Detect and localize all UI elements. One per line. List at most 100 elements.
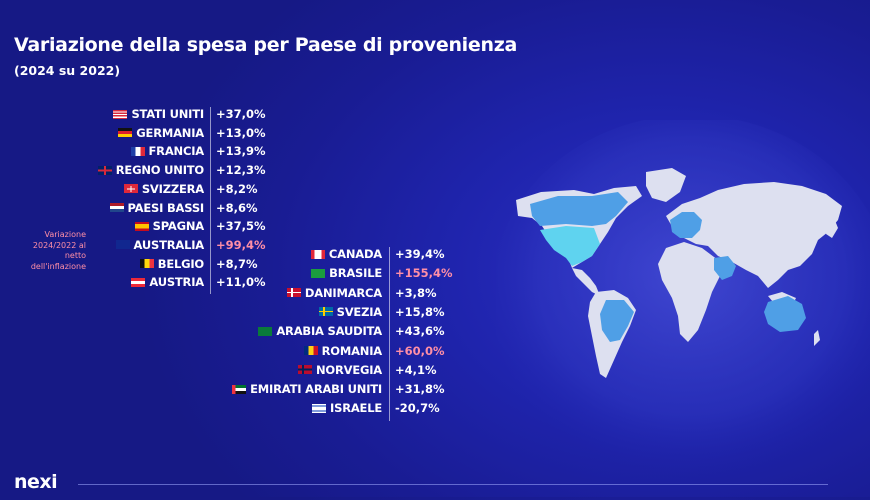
- map-eurasia: [666, 182, 842, 288]
- country-row: DANIMARCA +3,8%: [0, 284, 437, 303]
- flag-sa-icon: [258, 326, 273, 336]
- country-name: AUSTRALIA: [115, 237, 205, 252]
- country-row: BRASILE +155,4%: [0, 264, 453, 283]
- country-name: BELGIO: [139, 256, 204, 271]
- country-name: SVEZIA: [318, 304, 383, 319]
- country-name: NORVEGIA: [297, 363, 382, 377]
- country-value: +3,8%: [395, 285, 437, 300]
- country-name: GERMANIA: [118, 126, 204, 140]
- country-value: +13,9%: [216, 144, 266, 159]
- flag-br-icon: [311, 268, 326, 278]
- country-value: +99,4%: [216, 237, 266, 252]
- flag-ae-icon: [232, 384, 247, 394]
- country-row: EMIRATI ARABI UNITI +31,8%: [0, 380, 445, 399]
- column-separator: [210, 107, 211, 294]
- country-name: PAESI BASSI: [109, 200, 205, 215]
- flag-dk-icon: [286, 288, 301, 298]
- country-row: BELGIO +8,7%: [0, 255, 258, 274]
- country-name: REGNO UNITO: [97, 163, 204, 178]
- flag-se-icon: [318, 307, 333, 317]
- country-label: ISRAELE: [330, 401, 382, 416]
- country-name: CANADA: [310, 247, 382, 261]
- country-label: BRASILE: [329, 266, 382, 281]
- country-row: AUSTRIA +11,0%: [0, 273, 266, 292]
- country-name: EMIRATI ARABI UNITI: [232, 382, 382, 396]
- country-row: SVIZZERA +8,2%: [0, 180, 258, 199]
- map-australia: [764, 296, 806, 332]
- flag-no-icon: [297, 365, 312, 375]
- map-new-zealand: [814, 330, 820, 346]
- country-row: NORVEGIA +4,1%: [0, 361, 437, 380]
- flag-de-icon: [118, 128, 133, 138]
- country-label: CANADA: [328, 247, 382, 261]
- country-label: GERMANIA: [136, 125, 204, 140]
- country-value: +11,0%: [216, 275, 266, 290]
- country-name: AUSTRIA: [131, 275, 204, 289]
- country-name: ARABIA SAUDITA: [258, 324, 382, 338]
- country-label: SPAGNA: [152, 219, 205, 234]
- flag-gb-icon: [97, 165, 112, 175]
- country-name: BRASILE: [311, 266, 382, 280]
- country-label: BELGIO: [157, 256, 204, 271]
- map-canada: [530, 192, 628, 226]
- country-label: FRANCIA: [148, 144, 205, 159]
- country-value: +37,0%: [216, 107, 266, 121]
- country-label: AUSTRIA: [149, 275, 204, 290]
- map-arabia: [714, 256, 736, 280]
- country-value: +15,8%: [395, 304, 445, 319]
- country-label: PAESI BASSI: [127, 200, 205, 215]
- map-brazil: [600, 300, 634, 342]
- chart-subtitle: (2024 su 2022): [14, 63, 121, 78]
- country-name: ISRAELE: [312, 401, 382, 415]
- country-value: +8,6%: [216, 200, 258, 215]
- nexi-logo: nexi: [14, 471, 58, 493]
- country-label: REGNO UNITO: [115, 163, 204, 178]
- flag-at-icon: [131, 277, 146, 287]
- country-label: SVEZIA: [336, 304, 383, 319]
- country-value: +8,7%: [216, 256, 258, 271]
- country-row: PAESI BASSI +8,6%: [0, 199, 258, 218]
- country-label: AUSTRALIA: [133, 237, 205, 252]
- country-value: +8,2%: [216, 181, 258, 196]
- flag-us-icon: [113, 109, 128, 119]
- country-row: SPAGNA +37,5%: [0, 217, 266, 236]
- map-europe-highlight: [670, 212, 702, 238]
- country-value: +31,8%: [395, 382, 445, 397]
- flag-nl-icon: [109, 203, 124, 212]
- flag-il-icon: [312, 403, 327, 413]
- country-label: ARABIA SAUDITA: [276, 324, 382, 339]
- country-value: +13,0%: [216, 125, 266, 140]
- chart-title: Variazione della spesa per Paese di prov…: [14, 34, 517, 56]
- country-row: ARABIA SAUDITA +43,6%: [0, 322, 445, 341]
- map-greenland: [646, 168, 686, 202]
- country-value: +60,0%: [395, 343, 445, 358]
- country-row: AUSTRALIA +99,4%: [0, 236, 266, 255]
- map-africa: [658, 242, 720, 342]
- country-label: ROMANIA: [321, 343, 383, 358]
- country-name: DANIMARCA: [286, 285, 382, 300]
- country-row: FRANCIA +13,9%: [0, 142, 266, 161]
- country-row: SVEZIA +15,8%: [0, 303, 445, 322]
- map-usa: [540, 226, 600, 266]
- country-name: SPAGNA: [134, 219, 205, 234]
- country-row: ISRAELE -20,7%: [0, 399, 440, 418]
- flag-be-icon: [139, 259, 154, 269]
- country-value: +12,3%: [216, 163, 266, 178]
- map-japan: [826, 218, 838, 238]
- country-label: DANIMARCA: [304, 285, 382, 300]
- country-row: REGNO UNITO +12,3%: [0, 161, 266, 180]
- country-name: SVIZZERA: [123, 181, 204, 196]
- country-value: +39,4%: [395, 247, 445, 261]
- footer-divider: [78, 484, 828, 485]
- country-label: EMIRATI ARABI UNITI: [250, 382, 382, 397]
- country-row: GERMANIA +13,0%: [0, 124, 266, 143]
- country-label: SVIZZERA: [141, 181, 204, 196]
- world-globe-map: [496, 120, 870, 475]
- country-row: ROMANIA +60,0%: [0, 342, 445, 361]
- country-name: ROMANIA: [303, 343, 383, 358]
- map-central-america: [572, 268, 600, 296]
- country-name: STATI UNITI: [113, 107, 204, 121]
- country-value: +4,1%: [395, 362, 437, 377]
- country-value: +43,6%: [395, 324, 445, 339]
- country-name: FRANCIA: [130, 144, 205, 159]
